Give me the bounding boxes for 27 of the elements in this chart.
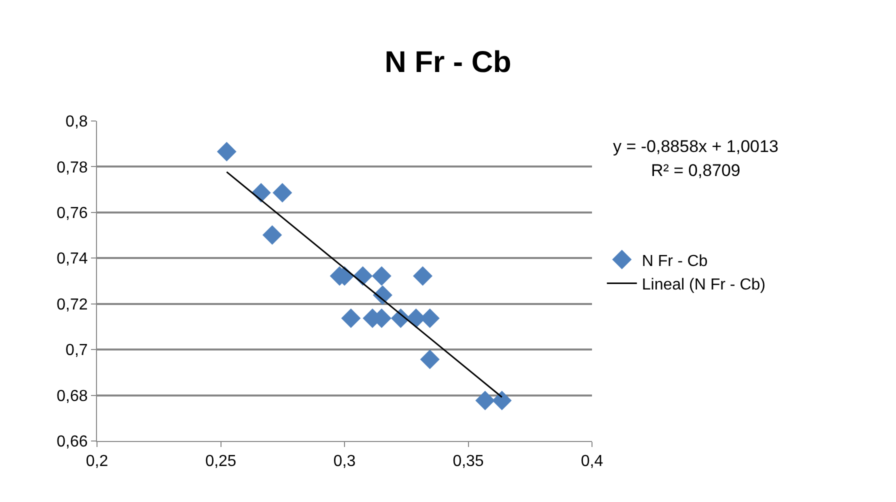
x-tick-label: 0,3: [333, 453, 356, 470]
point: [420, 350, 440, 370]
chart-title: N Fr - Cb: [384, 46, 512, 80]
text: R² = 0,8709: [651, 161, 740, 180]
x-tick-label: 0,4: [580, 453, 604, 470]
point: [341, 308, 361, 328]
point: [272, 183, 292, 203]
legend-label: N Fr - Cb: [642, 252, 708, 270]
y-tick-label: 0,72: [56, 296, 88, 314]
x-tick-label: 0,2: [86, 453, 108, 470]
y-tick-label: 0,66: [56, 434, 88, 451]
y-tick-label: 0,78: [56, 159, 88, 176]
legend-label: Lineal (N Fr - Cb): [642, 276, 766, 294]
point: [372, 266, 392, 286]
point: [475, 390, 495, 410]
text: y = -0,8858x + 1,0013: [613, 137, 778, 156]
point: [216, 142, 236, 162]
y-tick-label: 0,74: [56, 250, 88, 268]
point: [412, 266, 432, 286]
y-tick-label: 0,76: [56, 205, 88, 222]
y-tick-label: 0,68: [56, 388, 88, 405]
point: [492, 390, 512, 410]
x-tick-label: 0,25: [205, 453, 236, 470]
y-tick-label: 0,7: [66, 342, 88, 360]
y-tick-label: 0,8: [66, 114, 88, 131]
point: [262, 225, 282, 245]
x-tick-label: 0,35: [452, 453, 484, 470]
